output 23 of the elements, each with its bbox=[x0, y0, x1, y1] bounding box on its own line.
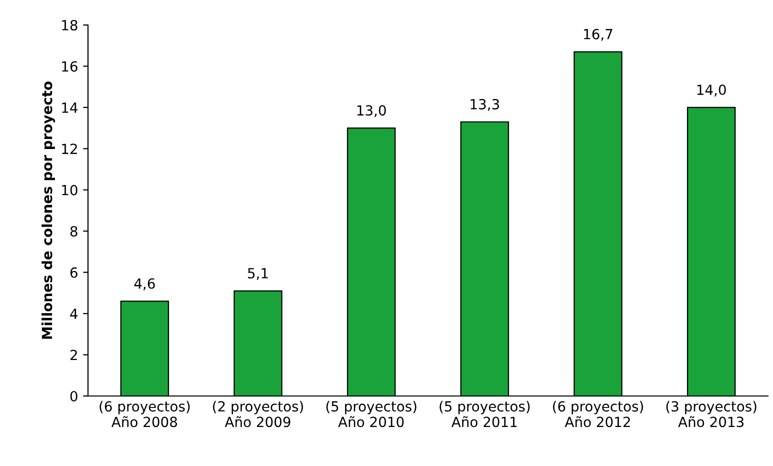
y-tick-label: 6 bbox=[70, 267, 78, 278]
y-tick-label: 0 bbox=[70, 390, 78, 402]
y-tick-label: 4 bbox=[70, 308, 78, 319]
x-tick-label: (5 proyectos) Año 2010 bbox=[326, 400, 416, 428]
y-tick-label: 10 bbox=[62, 184, 78, 196]
x-tick-label: (6 proyectos) Año 2012 bbox=[553, 400, 643, 428]
y-tick-label: 8 bbox=[70, 226, 78, 237]
data-label: 14,0 bbox=[697, 84, 726, 96]
x-tick-label: (6 proyectos) Año 2008 bbox=[100, 400, 190, 428]
y-tick-label: 14 bbox=[62, 102, 78, 113]
y-tick-label: 16 bbox=[62, 61, 78, 72]
data-label: 13,3 bbox=[470, 98, 500, 111]
x-tick-label: (3 proyectos) Año 2013 bbox=[666, 400, 756, 428]
data-label: 5,1 bbox=[248, 268, 268, 280]
y-tick-label: 12 bbox=[62, 144, 77, 154]
data-label: 4,6 bbox=[134, 278, 155, 290]
x-tick-label: (2 proyectos) Año 2009 bbox=[213, 400, 303, 428]
data-label: 16,7 bbox=[584, 28, 612, 41]
data-label: 13,0 bbox=[357, 105, 386, 118]
y-axis-title: Millones de colones por proyecto bbox=[42, 82, 56, 339]
x-tick-label: (5 proyectos) Año 2011 bbox=[440, 400, 530, 428]
y-tick-label: 2 bbox=[70, 350, 77, 360]
y-tick-label: 18 bbox=[62, 20, 78, 30]
